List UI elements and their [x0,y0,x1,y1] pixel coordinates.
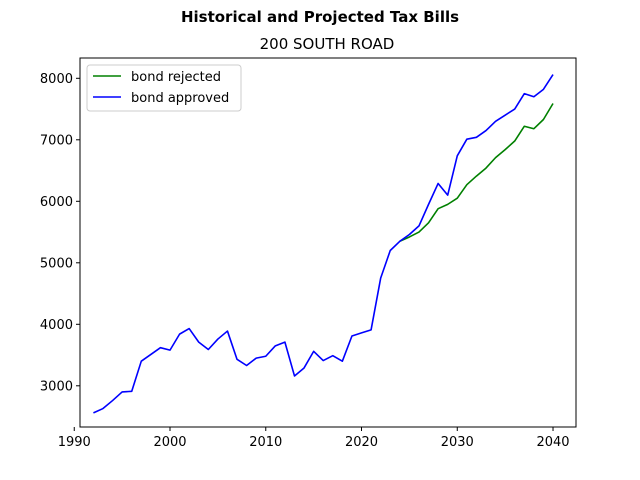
x-tick-label: 2030 [441,435,474,450]
legend: bond rejected bond approved [86,64,242,112]
series-line-bond-rejected [399,103,554,242]
plot-area-frame [79,57,577,428]
legend-label-bond-approved: bond approved [131,91,229,106]
y-tick-label: 3000 [40,379,73,394]
x-axis: 1990 2000 2010 2020 2030 2040 [58,427,570,450]
x-tick-label: 2010 [249,435,282,450]
chart-title: Historical and Projected Tax Bills [181,8,459,26]
y-tick-label: 6000 [40,195,73,210]
x-tick-label: 1990 [58,435,91,450]
legend-label-bond-rejected: bond rejected [131,70,221,85]
x-tick-label: 2020 [345,435,378,450]
legend-box [86,64,242,112]
y-tick-label: 5000 [40,256,73,271]
series-line-bond-approved [93,74,554,414]
x-tick-label: 2000 [153,435,186,450]
y-tick-label: 7000 [40,133,73,148]
series-layer [93,74,554,414]
chart-subtitle: 200 SOUTH ROAD [260,35,395,53]
x-tick-label: 2040 [536,435,569,450]
y-axis: 3000 4000 5000 6000 7000 8000 [40,72,80,394]
y-tick-label: 4000 [40,318,73,333]
y-tick-label: 8000 [40,72,73,87]
